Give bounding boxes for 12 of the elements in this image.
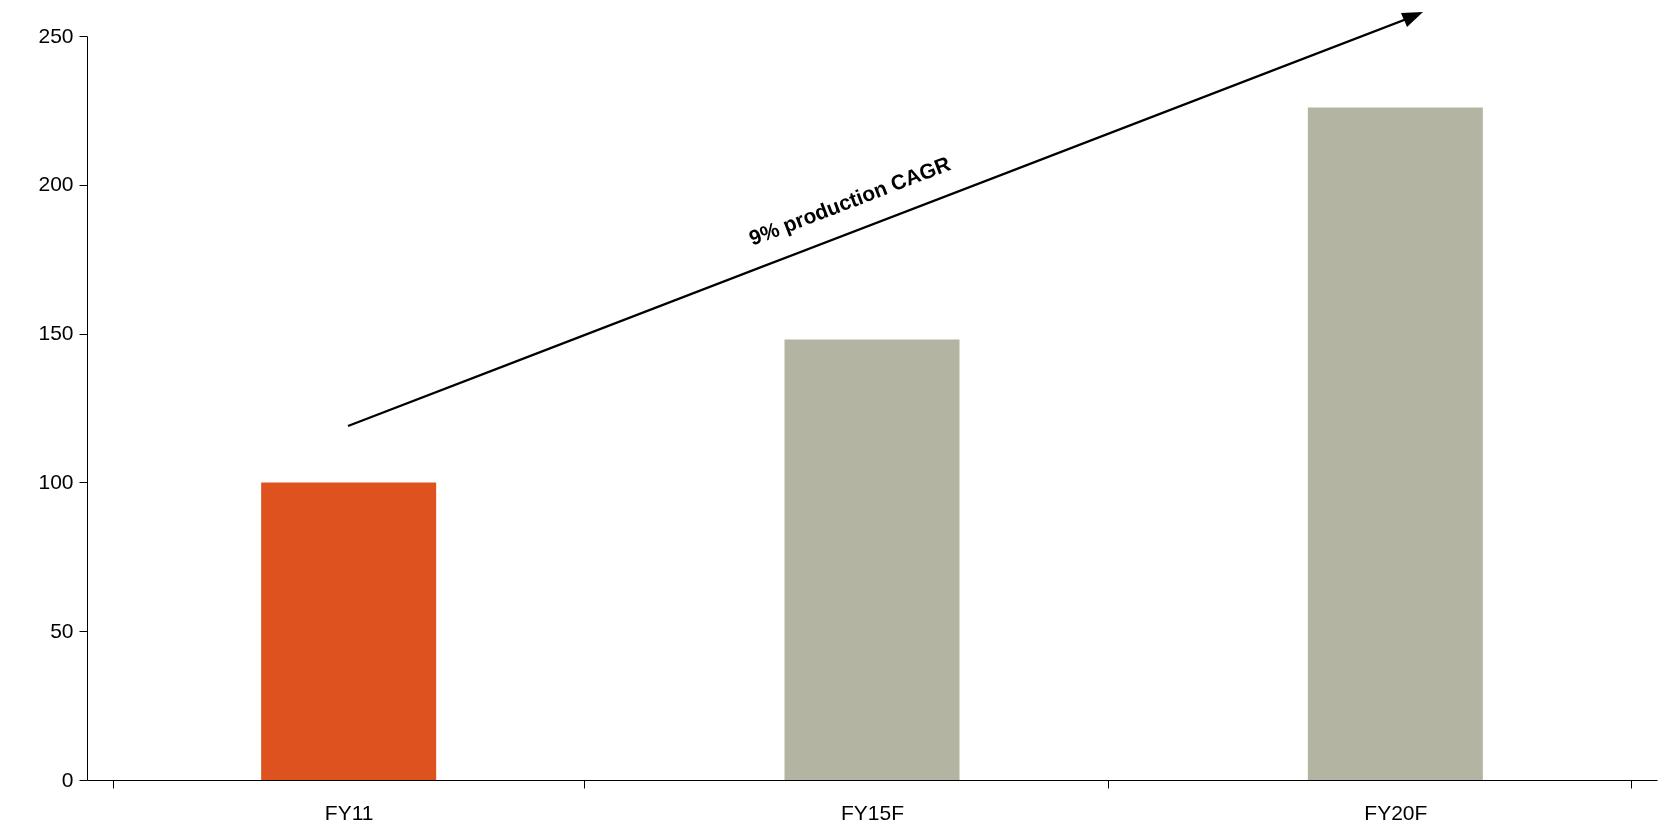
bar	[1307, 107, 1483, 780]
y-tick-label: 50	[50, 618, 74, 642]
y-tick-label: 200	[38, 172, 74, 196]
x-tick-label: FY15F	[840, 800, 905, 824]
bar	[261, 482, 437, 780]
y-tick-label: 150	[38, 321, 74, 345]
y-tick-label: 0	[61, 767, 74, 791]
bar	[784, 339, 960, 780]
y-tick-label: 100	[38, 469, 74, 493]
x-tick-label: FY20F	[1364, 800, 1428, 824]
y-tick-label: 250	[38, 23, 74, 47]
x-tick-label: FY11	[324, 800, 374, 824]
